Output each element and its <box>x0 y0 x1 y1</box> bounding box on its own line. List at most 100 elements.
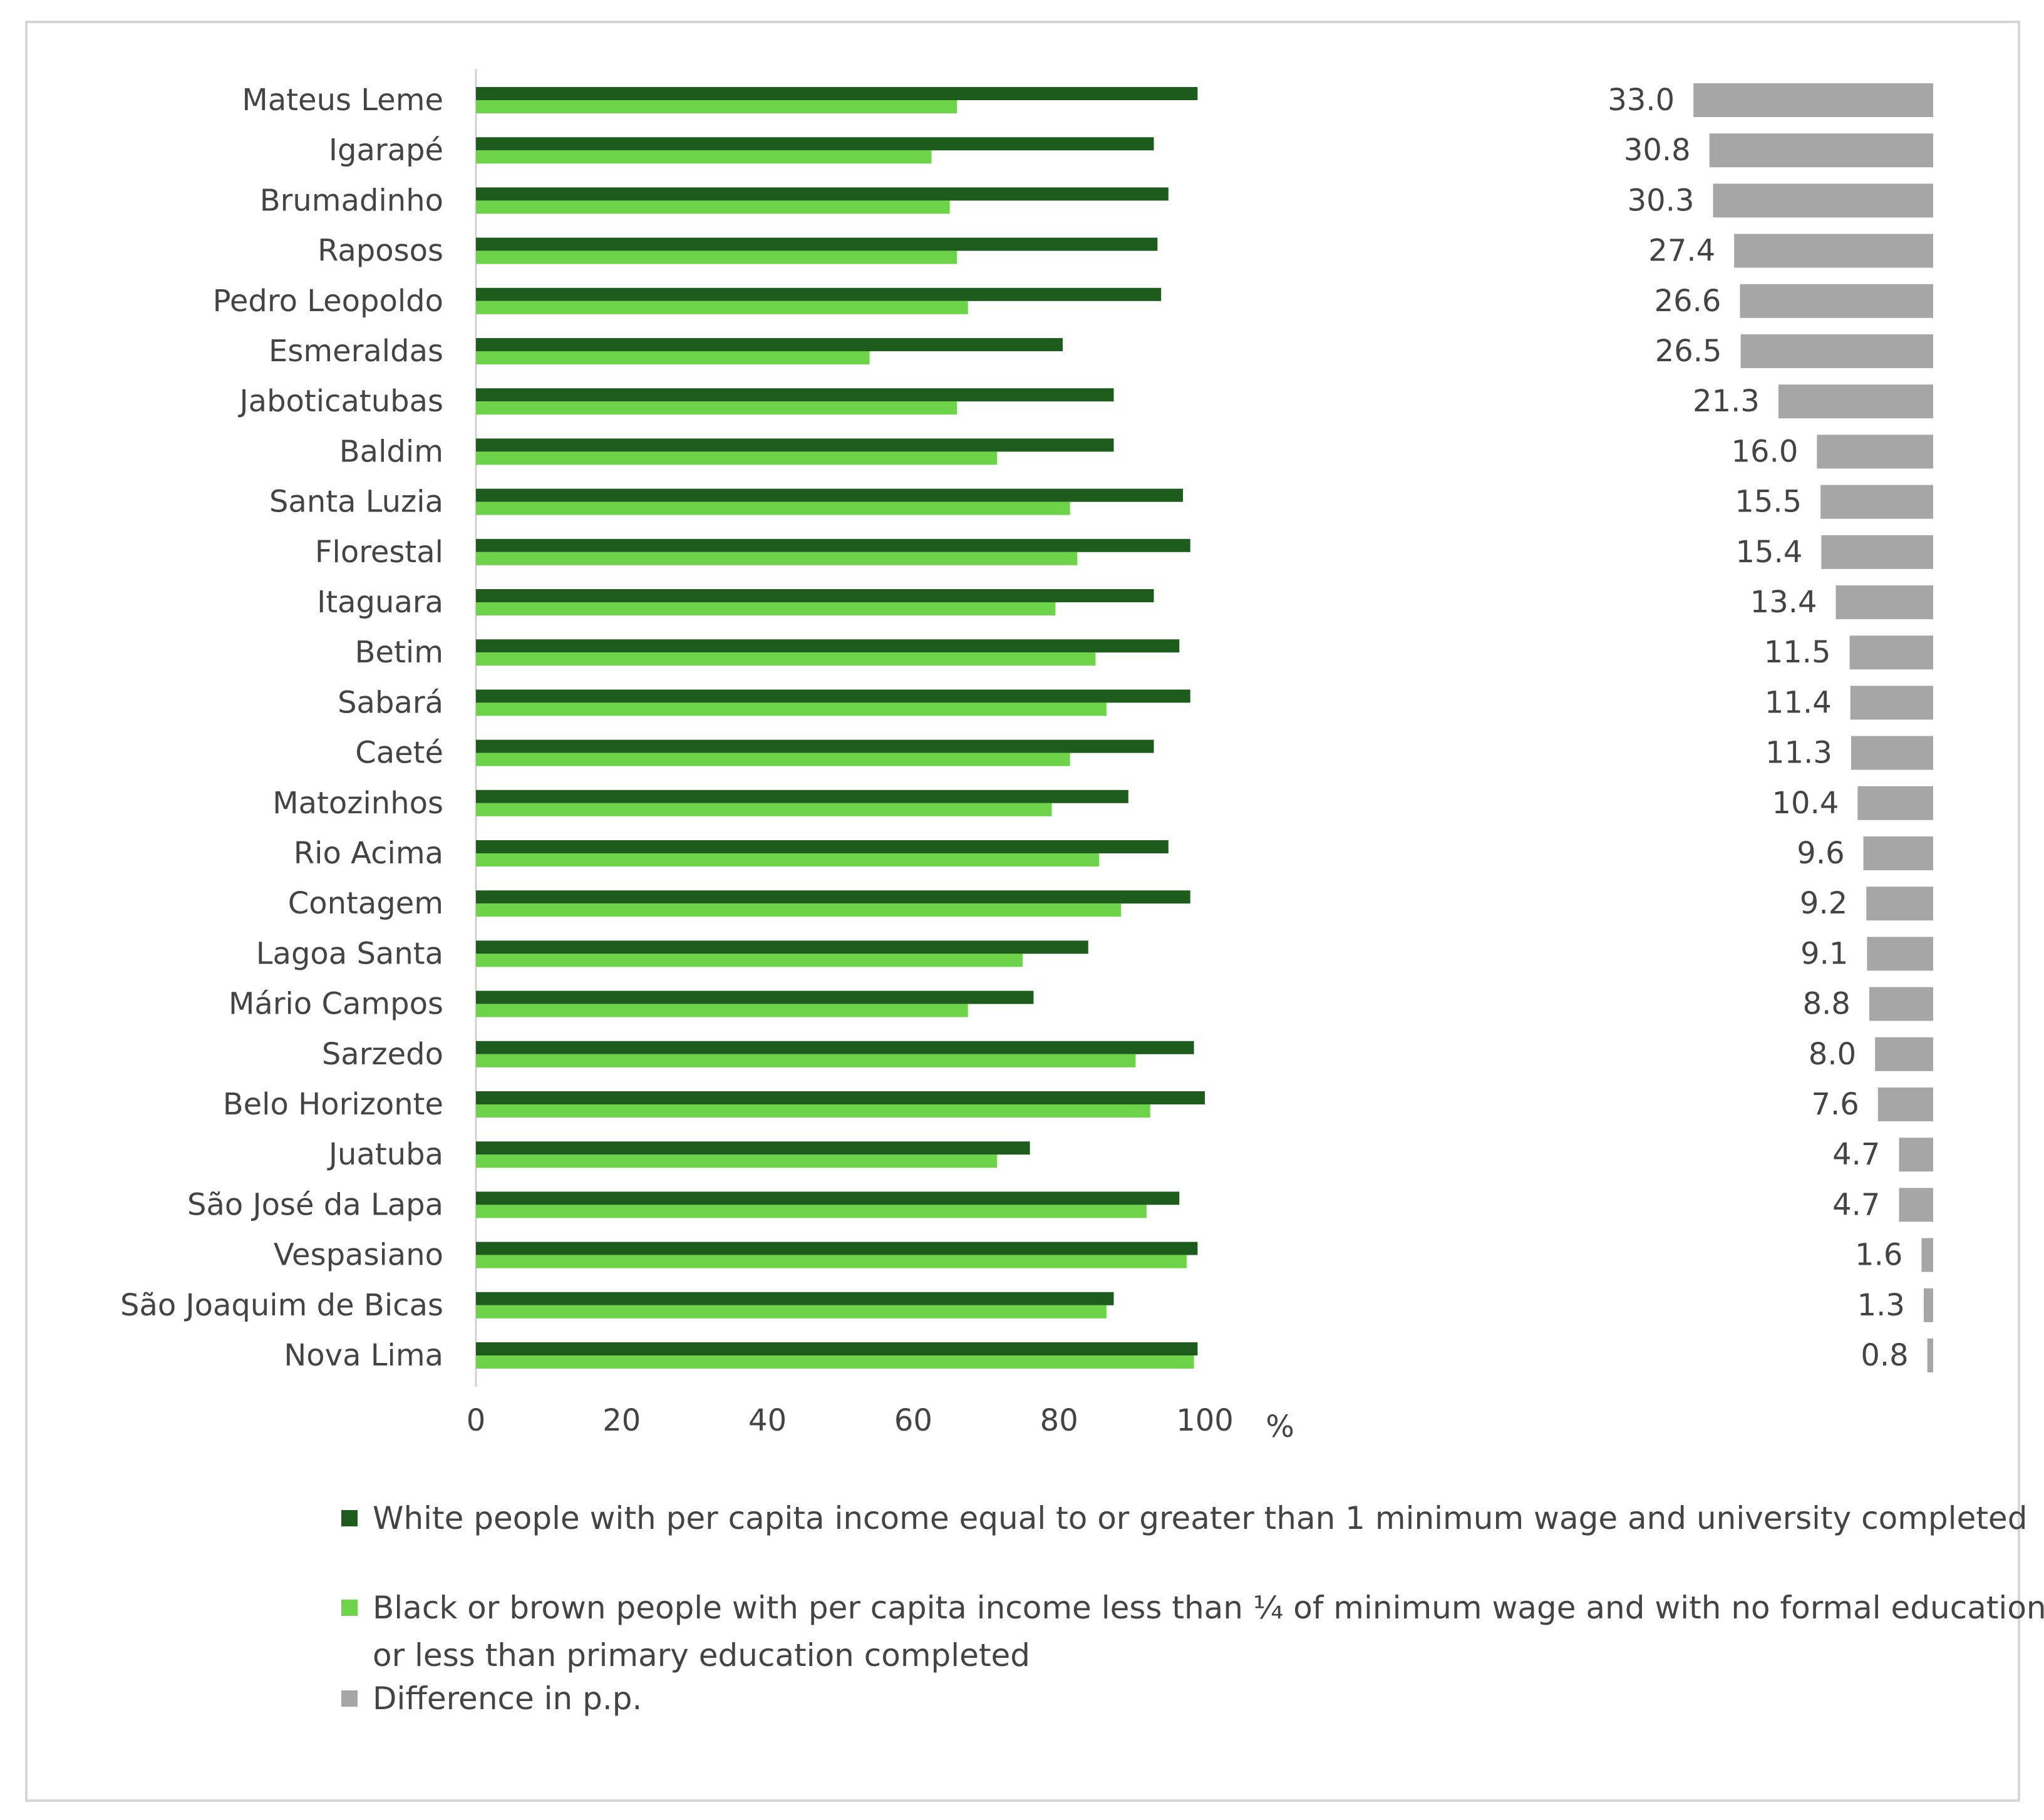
bar-white <box>476 990 1034 1004</box>
legend-item-black-brown: Black or brown people with per capita in… <box>341 1584 2044 1679</box>
difference-value-label: 11.5 <box>1764 635 1831 670</box>
difference-value-label: 4.7 <box>1832 1137 1880 1172</box>
bar-white <box>476 890 1190 904</box>
difference-value-label: 21.3 <box>1693 384 1760 419</box>
category-label: Lagoa Santa <box>256 936 443 971</box>
legend-swatch-difference <box>341 1690 358 1707</box>
category-label: Mário Campos <box>229 987 443 1022</box>
bar-black-brown <box>476 1154 998 1168</box>
bar-white <box>476 739 1154 753</box>
category-label: Raposos <box>317 234 443 269</box>
bar-white <box>476 1091 1205 1104</box>
bar-black-brown <box>476 1054 1136 1067</box>
bar-black-brown <box>476 753 1070 766</box>
legend-item-white: White people with per capita income equa… <box>341 1494 2027 1542</box>
difference-value-label: 1.6 <box>1855 1238 1902 1273</box>
category-label: São José da Lapa <box>187 1187 443 1222</box>
difference-value-label: 0.8 <box>1861 1338 1908 1373</box>
bar-black-brown <box>476 602 1056 615</box>
category-label: Itaguara <box>317 585 443 620</box>
bar-white <box>476 538 1190 552</box>
difference-value-label: 9.2 <box>1800 886 1847 921</box>
difference-group <box>1693 83 1933 1372</box>
category-label: Belo Horizonte <box>223 1087 443 1122</box>
bar-black-brown <box>476 1305 1107 1319</box>
bar-difference <box>1921 1238 1933 1272</box>
bar-difference <box>1923 1288 1933 1322</box>
bar-black-brown <box>476 1205 1147 1218</box>
bar-difference <box>1899 1138 1933 1172</box>
bar-difference <box>1850 736 1933 770</box>
bar-difference <box>1693 83 1933 117</box>
category-label: Jaboticatubas <box>238 384 444 419</box>
bar-white <box>476 388 1114 402</box>
bar-white <box>476 1141 1030 1155</box>
bar-difference <box>1820 485 1933 519</box>
bar-white <box>476 287 1162 301</box>
bar-black-brown <box>476 1004 968 1017</box>
bar-difference <box>1713 183 1933 218</box>
bar-black-brown <box>476 150 932 164</box>
bar-black-brown <box>476 903 1122 917</box>
bar-black-brown <box>476 1355 1194 1369</box>
category-label: Santa Luzia <box>269 485 443 520</box>
bar-white <box>476 1292 1114 1305</box>
bar-white <box>476 789 1128 803</box>
bar-black-brown <box>476 552 1078 565</box>
bar-white <box>476 1242 1198 1255</box>
bar-difference <box>1835 585 1933 619</box>
category-label: Nova Lima <box>284 1338 443 1373</box>
category-label: Baldim <box>339 434 443 469</box>
difference-value-label: 15.5 <box>1735 485 1802 520</box>
bar-difference <box>1869 987 1933 1021</box>
x-tick-label: 20 <box>602 1403 641 1438</box>
bar-difference <box>1740 284 1933 318</box>
legend-label-difference: Difference in p.p. <box>373 1680 643 1717</box>
bar-difference <box>1899 1188 1933 1222</box>
bar-difference <box>1817 434 1933 469</box>
bar-white <box>476 187 1169 201</box>
difference-value-label: 7.6 <box>1811 1087 1859 1122</box>
bar-black-brown <box>476 200 950 214</box>
difference-value-label: 4.7 <box>1832 1187 1880 1222</box>
difference-value-label: 26.6 <box>1654 284 1721 319</box>
bar-white <box>476 488 1184 502</box>
bar-white <box>476 1342 1198 1355</box>
bar-difference <box>1849 635 1933 670</box>
legend-label-white: White people with per capita income equa… <box>373 1500 2028 1536</box>
bar-black-brown <box>476 501 1070 515</box>
category-label: Betim <box>355 635 443 670</box>
difference-value-label: 13.4 <box>1750 585 1817 620</box>
difference-value-label: 26.5 <box>1655 334 1722 369</box>
bar-black-brown <box>476 301 968 314</box>
bar-white <box>476 589 1154 602</box>
legend-swatch-white <box>341 1509 358 1526</box>
legend-label-black-brown: Black or brown people with per capita in… <box>373 1590 2044 1673</box>
labels-group: Mateus Leme 33.0 Igarapé 30.8 Brumadinho 30.3… <box>120 83 1909 1444</box>
difference-value-label: 27.4 <box>1648 234 1715 269</box>
category-label: Contagem <box>288 886 443 921</box>
bar-black-brown <box>476 100 957 113</box>
bar-white <box>476 1191 1180 1205</box>
bar-black-brown <box>476 1104 1150 1118</box>
bar-difference <box>1863 836 1933 870</box>
difference-value-label: 9.1 <box>1800 936 1848 971</box>
x-tick-label: 0 <box>467 1403 486 1438</box>
bar-white <box>476 438 1114 452</box>
category-label: Rio Acima <box>294 836 443 871</box>
bar-difference <box>1857 786 1933 820</box>
bar-difference <box>1875 1037 1933 1071</box>
bar-difference <box>1877 1087 1933 1121</box>
difference-value-label: 33.0 <box>1608 83 1675 118</box>
bar-difference <box>1821 535 1933 569</box>
bar-white <box>476 689 1190 703</box>
bar-difference <box>1866 887 1933 921</box>
bar-white <box>476 87 1198 100</box>
x-tick-label: 60 <box>894 1403 932 1438</box>
category-label: São Joaquim de Bicas <box>120 1288 443 1323</box>
category-label: Caeté <box>355 736 443 771</box>
bar-black-brown <box>476 351 870 364</box>
category-label: Pedro Leopoldo <box>213 284 443 319</box>
category-label: Mateus Leme <box>242 83 443 118</box>
difference-value-label: 8.8 <box>1803 987 1850 1022</box>
